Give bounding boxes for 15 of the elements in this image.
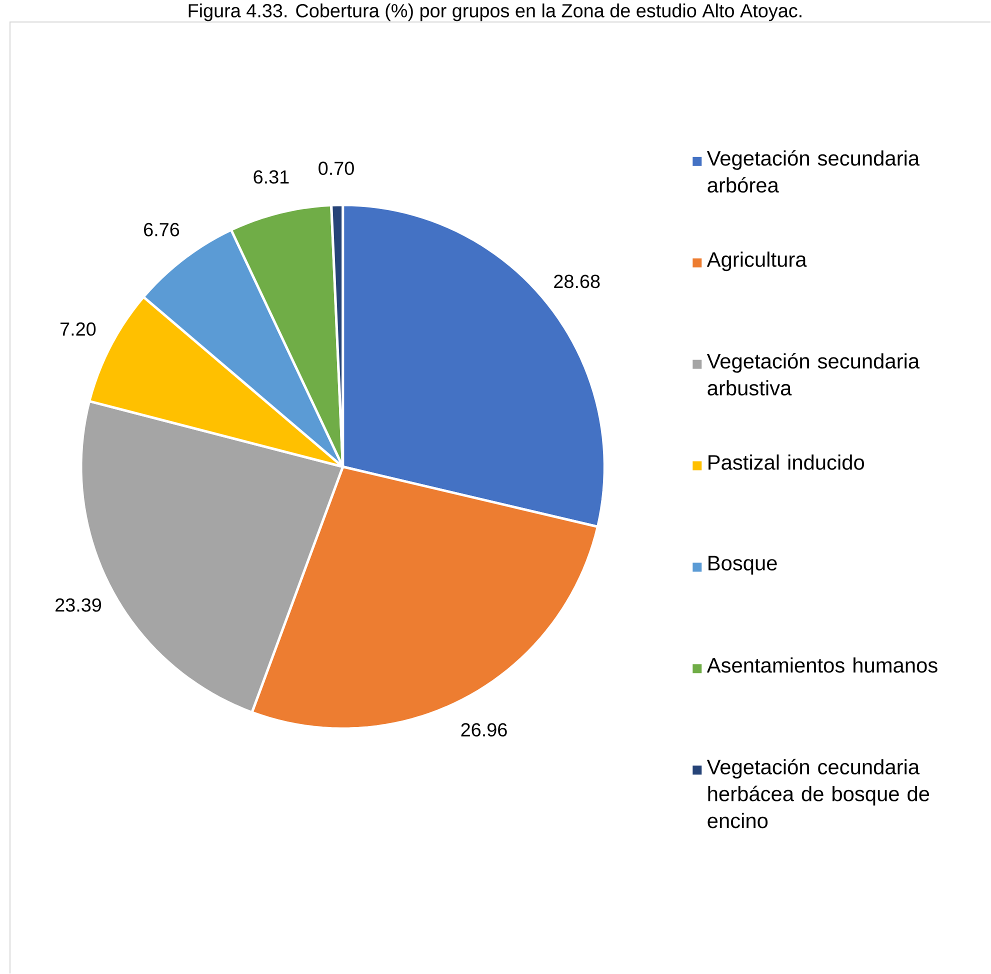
data-label: 6.76	[144, 222, 180, 236]
legend-label: Vegetación secundaria arbustiva	[706, 353, 920, 396]
chart-title: Figura 4.33. Cobertura (%) por grupos en la Zona de estudio Alto Atoyac.	[188, 4, 802, 22]
data-label: 6.31	[254, 170, 289, 184]
data-label: 0.70	[318, 162, 354, 176]
data-label: 26.96	[461, 723, 507, 737]
data-label: 28.68	[554, 274, 600, 288]
legend-label: Agricultura	[706, 252, 807, 272]
legend-label: Pastizal inducido	[708, 454, 864, 470]
data-label: 7.20	[60, 322, 96, 336]
legend-label: Vegetación secundaria arbórea	[706, 150, 920, 193]
legend-label: Vegetación cecundaria herbácea de bosque de encino	[706, 758, 930, 828]
legend-label: Bosque	[708, 556, 777, 575]
data-label: 23.39	[56, 598, 102, 612]
legend-label: Asentamientos humanos	[706, 657, 938, 673]
